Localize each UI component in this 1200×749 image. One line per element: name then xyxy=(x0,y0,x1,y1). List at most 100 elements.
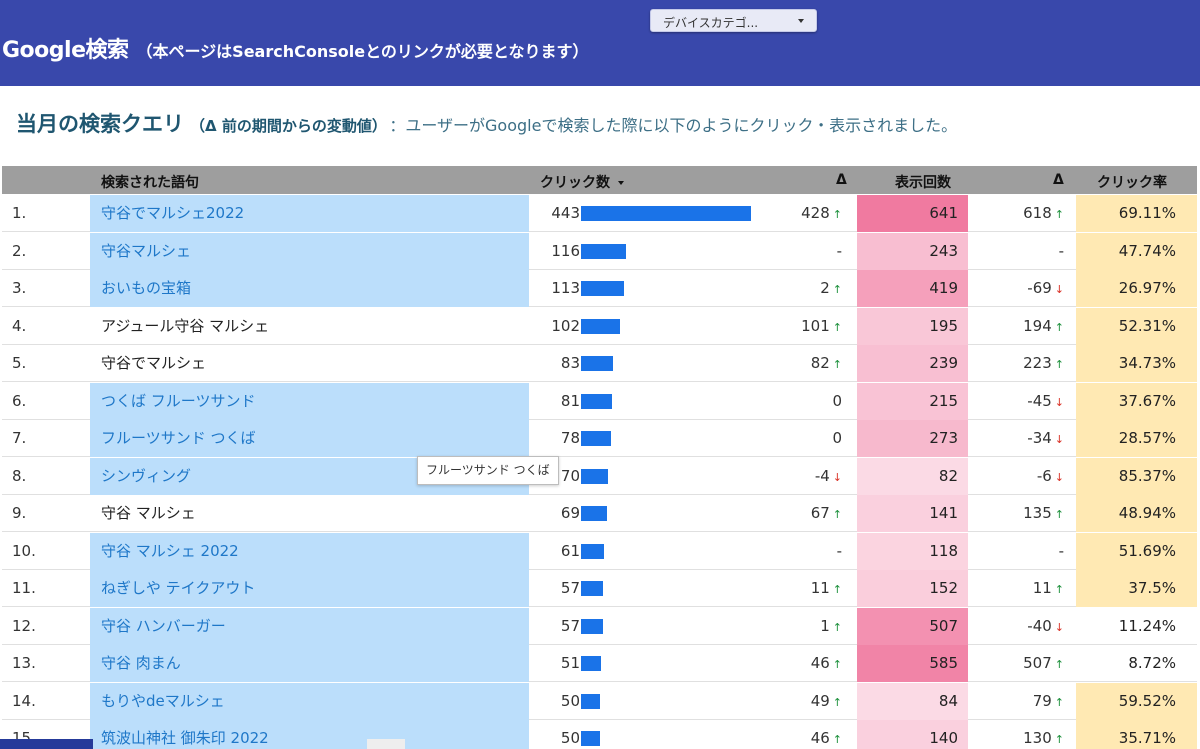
clicks-value: 61 xyxy=(560,541,580,560)
query-link[interactable]: もりやdeマルシェ xyxy=(90,682,529,720)
clicks-bar xyxy=(581,206,751,221)
delta-clicks-cell: 82 ↑ xyxy=(762,345,842,382)
clicks-bar xyxy=(581,243,626,259)
query-link[interactable]: 守谷マルシェ xyxy=(90,232,529,270)
query-link[interactable]: 守谷 マルシェ 2022 xyxy=(90,532,529,570)
impressions-value: 419 xyxy=(857,270,968,307)
chevron-down-icon xyxy=(798,19,804,23)
ctr-value: 52.31% xyxy=(1076,307,1197,345)
clicks-bar xyxy=(581,731,600,746)
clicks-value: 50 xyxy=(560,691,580,710)
query-link[interactable]: 筑波山神社 御朱印 2022 xyxy=(90,720,529,749)
clicks-value: 50 xyxy=(560,729,580,747)
ctr-value: 35.71% xyxy=(1076,720,1197,749)
impressions-value: 140 xyxy=(857,720,968,749)
page-title-note: （本ページはSearchConsoleとのリンクが必要となります） xyxy=(136,42,589,61)
delta-impressions-value: -6 xyxy=(1036,466,1052,485)
clicks-bar xyxy=(581,693,600,709)
ctr-value: 48.94% xyxy=(1076,495,1197,532)
clicks-value: 78 xyxy=(560,429,580,447)
delta-impressions-value: -69 xyxy=(1027,279,1052,297)
delta-clicks-cell: 0 xyxy=(762,383,842,420)
query-link[interactable]: 守谷 ハンバーガー xyxy=(90,607,529,645)
arrow-down-icon: ↓ xyxy=(832,470,842,484)
arrow-up-icon: ↑ xyxy=(832,358,842,371)
delta-impressions-value: 135 xyxy=(1023,504,1052,522)
device-category-dropdown[interactable]: デバイスカテゴ... xyxy=(650,9,817,32)
delta-impressions-cell: 507 ↑ xyxy=(968,645,1064,682)
delta-clicks-cell: - xyxy=(762,533,842,570)
arrow-down-icon: ↓ xyxy=(1054,620,1064,634)
impressions-value: 195 xyxy=(857,307,968,345)
impressions-value: 141 xyxy=(857,495,968,532)
clicks-bar xyxy=(581,543,604,559)
delta-impressions-value: 11 xyxy=(1032,579,1052,597)
column-header-impressions[interactable]: 表示回数 xyxy=(895,175,951,191)
table-row[interactable]: 15. 筑波山神社 御朱印 2022 50 46 ↑ 140 130 ↑ 35.71% xyxy=(2,720,1197,749)
table-row[interactable]: 11. ねぎしや テイクアウト 57 11 ↑ 152 11 ↑ 37.5% xyxy=(2,570,1197,607)
ctr-value: 59.52% xyxy=(1076,682,1197,720)
table-row[interactable]: 13. 守谷 肉まん 51 46 ↑ 585 507 ↑ 8.72% xyxy=(2,645,1197,682)
arrow-up-icon: ↑ xyxy=(1054,358,1064,371)
query-link[interactable]: フルーツサンド つくば xyxy=(90,420,529,457)
table-row[interactable]: 3. おいもの宝箱 113 2 ↑ 419 -69 ↓ 26.97% xyxy=(2,270,1197,307)
section-heading: 当月の検索クエリ （Δ 前の期間からの変動値） ：ユーザーがGoogleで検索した際… xyxy=(16,108,957,138)
column-header-query[interactable]: 検索された語句 xyxy=(101,175,199,191)
delta-impressions-value: 194 xyxy=(1023,316,1052,335)
impressions-value: 273 xyxy=(857,420,968,457)
table-row[interactable]: 2. 守谷マルシェ 116-243-47.74% xyxy=(2,232,1197,270)
delta-impressions-cell: 223 ↑ xyxy=(968,345,1064,382)
query-link[interactable]: 守谷でマルシェ2022 xyxy=(90,195,529,232)
delta-clicks-cell: 11 ↑ xyxy=(762,570,842,607)
arrow-down-icon: ↓ xyxy=(1054,433,1064,446)
clicks-bar xyxy=(581,431,611,446)
table-row[interactable]: 14. もりやdeマルシェ 50 49 ↑ 84 79 ↑ 59.52% xyxy=(2,682,1197,720)
row-number: 9. xyxy=(12,504,27,522)
query-link[interactable]: おいもの宝箱 xyxy=(90,270,529,307)
table-header: 検索された語句 クリック数 Δ 表示回数 Δ クリック率 xyxy=(2,166,1197,194)
row-number: 12. xyxy=(12,616,36,635)
arrow-up-icon: ↑ xyxy=(1054,320,1064,334)
clicks-value: 83 xyxy=(560,354,580,372)
table-row[interactable]: 5. 守谷でマルシェ 83 82 ↑ 239 223 ↑ 34.73% xyxy=(2,345,1197,382)
query-link[interactable]: つくば フルーツサンド xyxy=(90,382,529,420)
clicks-value: 81 xyxy=(560,391,580,410)
scrollbar-thumb[interactable] xyxy=(0,739,93,749)
query-link[interactable]: 守谷 肉まん xyxy=(90,645,529,682)
table-row[interactable]: 6. つくば フルーツサンド 81 0 215 -45 ↓ 37.67% xyxy=(2,382,1197,420)
query-link[interactable]: ねぎしや テイクアウト xyxy=(90,570,529,607)
scrollbar-handle[interactable] xyxy=(367,739,405,749)
column-header-delta-impressions[interactable]: Δ xyxy=(1053,172,1064,188)
impressions-value: 239 xyxy=(857,345,968,382)
table-row[interactable]: 8. シンヴィング 70 -4 ↓ 82 -6 ↓ 85.37% xyxy=(2,457,1197,495)
arrow-up-icon: ↑ xyxy=(832,583,842,596)
column-header-delta-clicks[interactable]: Δ xyxy=(836,172,847,188)
delta-clicks-cell: 428 ↑ xyxy=(762,195,842,232)
impressions-value: 152 xyxy=(857,570,968,607)
row-number: 5. xyxy=(12,354,27,372)
clicks-bar xyxy=(581,506,607,521)
delta-impressions-cell: -34 ↓ xyxy=(968,420,1064,457)
ctr-value: 51.69% xyxy=(1076,532,1197,570)
delta-clicks-cell: 46 ↑ xyxy=(762,645,842,682)
delta-clicks-cell: 49 ↑ xyxy=(762,683,842,720)
delta-impressions-value: -45 xyxy=(1027,391,1052,410)
table-row[interactable]: 4. アジュール守谷 マルシェ 102 101 ↑ 195 194 ↑ 52.31% xyxy=(2,307,1197,345)
impressions-value: 507 xyxy=(857,607,968,645)
delta-clicks-value: 428 xyxy=(801,204,830,222)
table-row[interactable]: 12. 守谷 ハンバーガー 57 1 ↑ 507 -40 ↓ 11.24% xyxy=(2,607,1197,645)
table-row[interactable]: 10. 守谷 マルシェ 2022 61-118-51.69% xyxy=(2,532,1197,570)
clicks-value: 443 xyxy=(551,204,580,222)
delta-clicks-cell: - xyxy=(762,233,842,270)
delta-clicks-value: 0 xyxy=(832,429,842,447)
column-header-clicks[interactable]: クリック数 xyxy=(540,172,624,192)
table-row[interactable]: 9. 守谷 マルシェ 69 67 ↑ 141 135 ↑ 48.94% xyxy=(2,495,1197,532)
table-row[interactable]: 7. フルーツサンド つくば 78 0 273 -34 ↓ 28.57% xyxy=(2,420,1197,457)
delta-clicks-value: 2 xyxy=(820,279,830,297)
table-row[interactable]: 1. 守谷でマルシェ2022 443 428 ↑ 641 618 ↑ 69.11% xyxy=(2,195,1197,232)
page-title: Google検索 （本ページはSearchConsoleとのリンクが必要となります… xyxy=(2,32,588,64)
clicks-bar xyxy=(581,468,608,484)
row-number: 14. xyxy=(12,691,36,710)
column-header-ctr[interactable]: クリック率 xyxy=(1097,175,1167,191)
arrow-up-icon: ↑ xyxy=(1054,695,1064,709)
